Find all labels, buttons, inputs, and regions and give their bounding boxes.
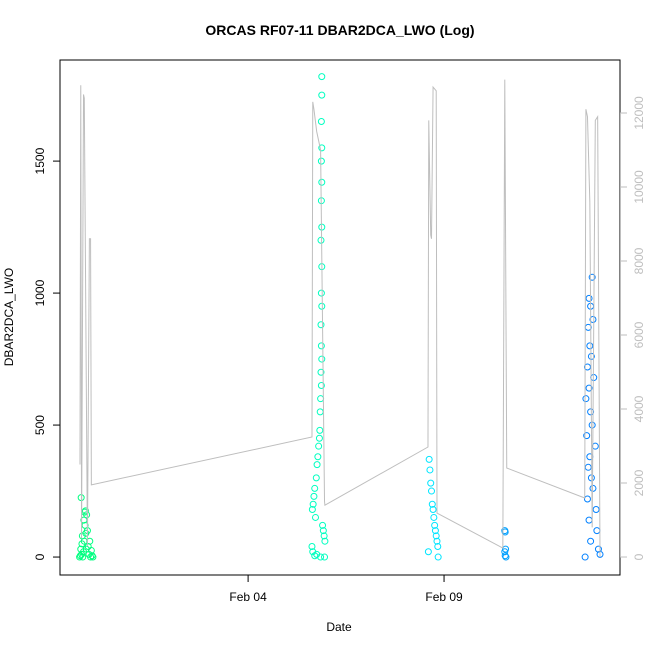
point	[87, 553, 95, 561]
point	[315, 442, 323, 450]
point	[311, 552, 319, 560]
point	[317, 118, 325, 126]
point	[319, 521, 327, 529]
point	[317, 381, 325, 389]
point	[429, 506, 437, 514]
point	[589, 315, 597, 323]
point	[317, 236, 325, 244]
y-tick-label: 0	[33, 553, 47, 560]
x-tick-label: Feb 04	[229, 590, 267, 604]
y2-tick-label: 4000	[632, 395, 646, 422]
point	[318, 91, 326, 99]
point	[317, 321, 325, 329]
point	[428, 487, 436, 495]
y-tick-label: 500	[33, 415, 47, 435]
y2-tick-label: 12000	[632, 96, 646, 130]
point	[89, 553, 97, 561]
point	[432, 532, 440, 540]
point	[320, 532, 328, 540]
point	[502, 553, 510, 561]
point	[316, 408, 324, 416]
point	[312, 474, 320, 482]
point	[317, 157, 325, 165]
point	[593, 527, 601, 535]
point	[321, 537, 329, 545]
y2-tick-label: 10000	[632, 170, 646, 204]
point	[88, 552, 96, 560]
point	[317, 395, 325, 403]
point	[314, 453, 322, 461]
y2-tick-label: 8000	[632, 247, 646, 274]
point	[81, 507, 89, 515]
point	[583, 432, 591, 440]
point	[583, 495, 591, 503]
point	[313, 461, 321, 469]
point	[318, 144, 326, 152]
point	[308, 542, 316, 550]
point	[425, 455, 433, 463]
point	[318, 355, 326, 363]
point	[86, 537, 94, 545]
point	[430, 513, 438, 521]
x-tick-label: Feb 09	[425, 590, 463, 604]
point	[588, 273, 596, 281]
point	[581, 553, 589, 561]
point	[582, 395, 590, 403]
point	[431, 521, 439, 529]
point	[317, 342, 325, 350]
y-tick-label: 1500	[33, 147, 47, 174]
point	[501, 528, 509, 536]
point	[311, 484, 319, 492]
point	[319, 527, 327, 535]
y-axis-label: DBAR2DCA_LWO	[2, 268, 16, 366]
plot-frame	[59, 59, 621, 576]
point	[587, 408, 595, 416]
point	[584, 463, 592, 471]
point	[588, 421, 596, 429]
y2-tick-label: 0	[632, 553, 646, 560]
point	[501, 552, 509, 560]
point	[585, 294, 593, 302]
point	[426, 466, 434, 474]
point	[318, 178, 326, 186]
y2-tick-label: 2000	[632, 469, 646, 496]
point	[310, 492, 318, 500]
point	[583, 363, 591, 371]
point	[308, 506, 316, 514]
point	[592, 506, 600, 514]
y2-tick-label: 6000	[632, 321, 646, 348]
chart-title: ORCAS RF07-11 DBAR2DCA_LWO (Log)	[205, 22, 474, 38]
point	[587, 537, 595, 545]
point	[315, 434, 323, 442]
point	[424, 548, 432, 556]
x-axis-label: Date	[326, 620, 352, 634]
point	[318, 302, 326, 310]
point	[83, 511, 91, 519]
point	[586, 342, 594, 350]
point	[79, 553, 87, 561]
point	[312, 513, 320, 521]
point	[317, 289, 325, 297]
point	[316, 426, 324, 434]
point	[87, 546, 95, 554]
point	[585, 384, 593, 392]
point	[434, 542, 442, 550]
point	[309, 500, 317, 508]
point	[317, 368, 325, 376]
point	[434, 553, 442, 561]
point	[318, 73, 326, 81]
point	[585, 516, 593, 524]
altitude-line	[79, 79, 601, 558]
point	[428, 500, 436, 508]
point	[427, 479, 435, 487]
point	[321, 553, 329, 561]
point	[501, 548, 509, 556]
point	[431, 527, 439, 535]
y-tick-label: 1000	[33, 279, 47, 306]
point	[433, 537, 441, 545]
